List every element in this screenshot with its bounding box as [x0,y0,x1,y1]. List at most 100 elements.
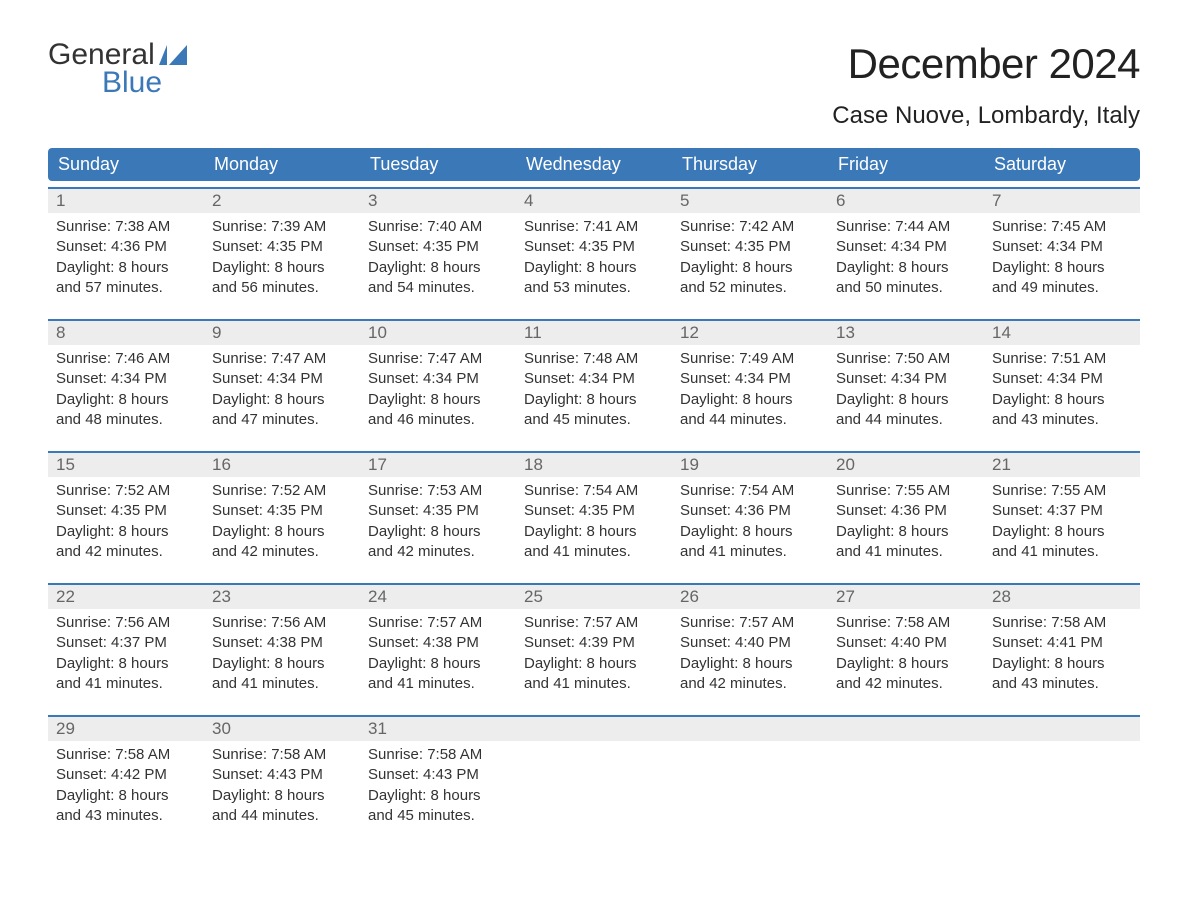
day-number [984,717,1140,741]
day-number: 9 [204,321,360,345]
daylight-line1: Daylight: 8 hours [56,522,196,542]
day-cell: Sunrise: 7:41 AMSunset: 4:35 PMDaylight:… [516,213,672,313]
dayhead: Sunday [48,148,204,181]
day-number: 24 [360,585,516,609]
daylight-line1: Daylight: 8 hours [680,390,820,410]
daylight-line1: Daylight: 8 hours [56,390,196,410]
sunrise-line: Sunrise: 7:53 AM [368,481,508,501]
sunset-line: Sunset: 4:37 PM [56,633,196,653]
week-row: 22232425262728Sunrise: 7:56 AMSunset: 4:… [48,583,1140,709]
daylight-line1: Daylight: 8 hours [524,390,664,410]
day-cell: Sunrise: 7:51 AMSunset: 4:34 PMDaylight:… [984,345,1140,445]
sunrise-line: Sunrise: 7:42 AM [680,217,820,237]
sunset-line: Sunset: 4:34 PM [992,237,1132,257]
day-number: 19 [672,453,828,477]
daylight-line2: and 48 minutes. [56,410,196,430]
sunrise-line: Sunrise: 7:45 AM [992,217,1132,237]
day-number: 7 [984,189,1140,213]
day-number: 20 [828,453,984,477]
day-cell: Sunrise: 7:48 AMSunset: 4:34 PMDaylight:… [516,345,672,445]
day-cell: Sunrise: 7:56 AMSunset: 4:37 PMDaylight:… [48,609,204,709]
daylight-line2: and 54 minutes. [368,278,508,298]
sunrise-line: Sunrise: 7:44 AM [836,217,976,237]
daylight-line2: and 42 minutes. [836,674,976,694]
day-cell: Sunrise: 7:58 AMSunset: 4:41 PMDaylight:… [984,609,1140,709]
daylight-line2: and 42 minutes. [212,542,352,562]
sunrise-line: Sunrise: 7:41 AM [524,217,664,237]
day-number: 6 [828,189,984,213]
logo: General Blue [48,40,187,98]
daylight-line2: and 50 minutes. [836,278,976,298]
sunset-line: Sunset: 4:43 PM [368,765,508,785]
sunset-line: Sunset: 4:35 PM [212,501,352,521]
sunrise-line: Sunrise: 7:58 AM [836,613,976,633]
day-number [828,717,984,741]
daylight-line1: Daylight: 8 hours [992,654,1132,674]
sunset-line: Sunset: 4:35 PM [368,237,508,257]
daylight-line2: and 46 minutes. [368,410,508,430]
daylight-line2: and 45 minutes. [524,410,664,430]
sunrise-line: Sunrise: 7:56 AM [212,613,352,633]
dayhead: Monday [204,148,360,181]
daylight-line1: Daylight: 8 hours [368,522,508,542]
daylight-line1: Daylight: 8 hours [368,390,508,410]
sunset-line: Sunset: 4:34 PM [368,369,508,389]
daylight-line2: and 41 minutes. [368,674,508,694]
daylight-line2: and 41 minutes. [212,674,352,694]
daylight-line1: Daylight: 8 hours [836,258,976,278]
day-number: 17 [360,453,516,477]
sunset-line: Sunset: 4:38 PM [212,633,352,653]
day-number: 28 [984,585,1140,609]
week-row: 891011121314Sunrise: 7:46 AMSunset: 4:34… [48,319,1140,445]
daycontent-row: Sunrise: 7:38 AMSunset: 4:36 PM Daylight:… [48,213,1140,313]
day-cell: Sunrise: 7:54 AMSunset: 4:35 PMDaylight:… [516,477,672,577]
sunset-line: Sunset: 4:42 PM [56,765,196,785]
day-number: 10 [360,321,516,345]
day-number: 25 [516,585,672,609]
daylight-line2: and 41 minutes. [836,542,976,562]
sunrise-line: Sunrise: 7:57 AM [368,613,508,633]
sunrise-line: Sunrise: 7:47 AM [212,349,352,369]
daylight-line2: and 56 minutes. [212,278,352,298]
daynum-row: 1234567 [48,189,1140,213]
month-title: December 2024 [832,40,1140,88]
location: Case Nuove, Lombardy, Italy [832,102,1140,130]
week-row: 1234567 Sunrise: 7:38 AMSunset: 4:36 PM Da… [48,187,1140,313]
daylight-line1: Daylight: 8 hours [836,522,976,542]
day-cell [516,741,672,841]
daylight-line1: Daylight: 8 hours [368,654,508,674]
sunset-line: Sunset: 4:35 PM [368,501,508,521]
sunrise-line: Sunrise: 7:54 AM [524,481,664,501]
daycontent-row: Sunrise: 7:58 AMSunset: 4:42 PMDaylight:… [48,741,1140,841]
day-number: 16 [204,453,360,477]
daylight-line1: Daylight: 8 hours [992,258,1132,278]
day-number: 11 [516,321,672,345]
day-number: 1 [48,189,204,213]
daylight-line1: Daylight: 8 hours [212,258,352,278]
day-number: 8 [48,321,204,345]
daylight-line1: Daylight: 8 hours [368,786,508,806]
day-number: 27 [828,585,984,609]
sunset-line: Sunset: 4:36 PM [56,237,196,257]
day-cell: Sunrise: 7:57 AMSunset: 4:39 PMDaylight:… [516,609,672,709]
day-cell: Sunrise: 7:47 AMSunset: 4:34 PMDaylight:… [204,345,360,445]
day-cell: Sunrise: 7:58 AMSunset: 4:40 PMDaylight:… [828,609,984,709]
day-cell [984,741,1140,841]
daylight-line2: and 44 minutes. [836,410,976,430]
daylight-line2: and 45 minutes. [368,806,508,826]
daylight-line2: and 44 minutes. [212,806,352,826]
daynum-row: 15161718192021 [48,453,1140,477]
day-number: 18 [516,453,672,477]
day-cell: Sunrise: 7:55 AMSunset: 4:36 PMDaylight:… [828,477,984,577]
day-cell: Sunrise: 7:56 AMSunset: 4:38 PMDaylight:… [204,609,360,709]
day-cell [672,741,828,841]
day-cell: Sunrise: 7:38 AMSunset: 4:36 PMDaylight:… [48,213,204,313]
sunrise-line: Sunrise: 7:49 AM [680,349,820,369]
week-row: 15161718192021Sunrise: 7:52 AMSunset: 4:… [48,451,1140,577]
day-cell: Sunrise: 7:50 AMSunset: 4:34 PMDaylight:… [828,345,984,445]
day-cell: Sunrise: 7:47 AMSunset: 4:34 PMDaylight:… [360,345,516,445]
daylight-line2: and 42 minutes. [368,542,508,562]
daylight-line1: Daylight: 8 hours [56,654,196,674]
daylight-line1: Daylight: 8 hours [524,522,664,542]
sunrise-line: Sunrise: 7:38 AM [56,217,196,237]
